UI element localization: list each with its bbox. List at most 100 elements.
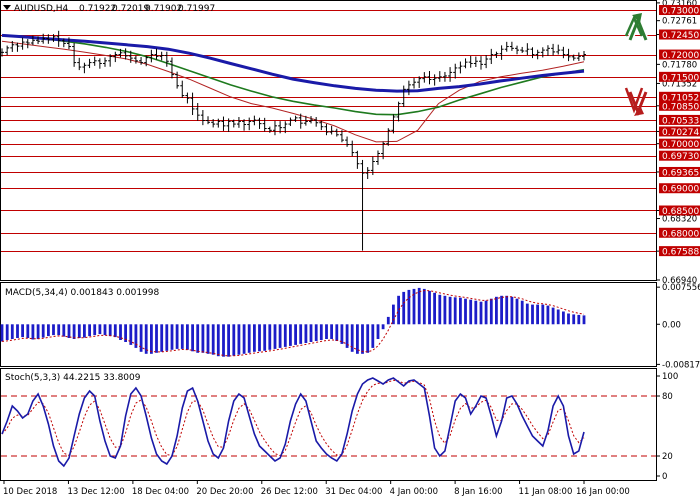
macd-bar [546,305,550,325]
price-bar [206,116,211,125]
macd-bar [155,324,158,353]
level-label-bg [659,150,700,161]
macd-bar [299,324,303,344]
macd-bar [371,324,375,348]
level-label-bg [659,91,700,102]
price-bar [406,80,411,96]
macd-bar [124,324,127,342]
macd-bar [319,324,323,340]
price-axis: 0.73160 0.72761 0.72450 0.71780 0.71352 0.708… [656,0,700,286]
macd-bar [505,295,509,325]
price-bar [484,55,489,69]
macd-bar [31,324,35,340]
level-label-bg [659,246,700,257]
macd-bar [253,324,256,352]
price-bar [66,37,71,50]
stoch-title: Stoch(5,3,3) 44.2215 33.8009 [5,373,141,383]
price-bar [551,43,556,56]
time-tick-label: 4 Jan 00:00 [390,487,438,497]
macd-bar [72,324,76,339]
macd-bar [36,324,40,339]
time-axis: 10 Dec 2018 13 Dec 12:00 18 Dec 04:00 20 De… [3,480,630,497]
macd-bar [556,309,560,325]
price-bar [87,58,92,69]
macd-bar [47,324,50,337]
price-bar [298,113,303,129]
level-label: 0.70533 [662,116,699,126]
price-bar [535,49,540,60]
macd-bar [206,324,210,354]
price-bar [30,35,35,46]
level-label: 0.68500 [662,207,699,217]
price-bar [478,56,483,70]
price-bar [309,116,314,124]
price-bar [46,34,51,44]
macd-bar [294,324,297,345]
price-bar [221,116,226,131]
macd-bar [247,324,251,353]
level-label-bg [659,29,700,40]
stoch-tick-label: 80 [662,392,673,402]
price-bar [566,48,571,62]
macd-bar [180,324,184,349]
price-bar [494,51,499,58]
macd-bar [258,324,261,352]
price-bar [267,126,272,133]
macd-bar [150,324,153,354]
macd-bar [41,324,45,338]
price-bar [108,54,113,67]
time-tick-label: 20 Dec 20:00 [196,487,253,497]
macd-bar [366,324,370,353]
price-bar [25,39,30,49]
macd-title: MACD(5,34,4) 0.001843 0.001998 [5,288,160,298]
price-bar [72,42,77,67]
price-bar [329,125,334,135]
price-bar [437,71,442,82]
price-bar [200,110,205,126]
price-bar [283,121,288,134]
price-bar [56,30,61,47]
macd-bar [567,313,570,325]
price-bar [5,45,10,56]
macd-bar [582,315,586,325]
price-bar [154,48,159,60]
price-bar [561,46,566,59]
price-bar [288,117,293,127]
price-bar [211,119,216,128]
macd-bar [531,304,534,325]
level-label-bg [659,49,700,60]
price-candles [0,30,586,251]
price-bar [432,74,437,86]
level-label: 0.71500 [662,73,699,83]
price-bar [128,50,133,63]
price-bar [139,57,144,65]
price-bar [530,47,535,59]
macd-bar [108,324,112,337]
price-bar [159,51,164,61]
price-bar [15,42,20,52]
price-bar [41,33,46,44]
symbol-dropdown-icon[interactable] [3,5,11,10]
price-bar [61,38,66,48]
macd-bar [227,324,230,357]
price-tick-label: 0.71780 [662,60,697,70]
price-tick-label: 0.66940 [662,276,697,286]
macd-bar [464,298,467,325]
macd-bar [510,296,514,325]
macd-bar [422,288,426,325]
macd-bar [139,324,143,352]
macd-bar [304,324,308,343]
level-label-bg [659,114,700,125]
macd-bar [381,324,385,330]
macd-bar [350,324,354,352]
macd-bar [237,324,241,355]
price-bar [180,80,185,98]
macd-bar [283,324,287,347]
level-label: 0.67588 [662,248,699,258]
time-tick-label: 26 Dec 12:00 [261,487,318,497]
macd-bar [289,324,292,346]
macd-bar [551,307,555,325]
price-bar [236,117,241,128]
level-label: 0.73000 [662,7,699,17]
